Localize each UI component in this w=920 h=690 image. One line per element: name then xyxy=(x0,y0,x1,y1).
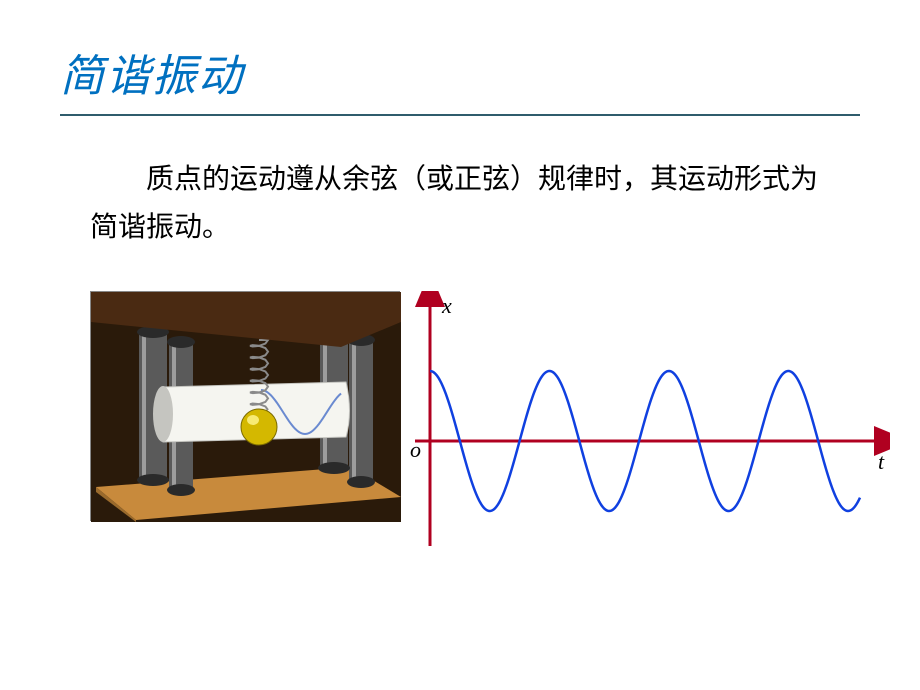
content-row: x t o xyxy=(60,291,860,551)
y-axis-label: x xyxy=(441,293,452,318)
x-axis-label: t xyxy=(878,449,885,474)
body-paragraph: 质点的运动遵从余弦（或正弦）规律时，其运动形式为简谐振动。 xyxy=(90,156,830,251)
chart-svg: x t o xyxy=(410,291,890,551)
physics-illustration xyxy=(90,291,400,521)
sine-chart: x t o xyxy=(410,291,890,551)
origin-label: o xyxy=(410,437,421,462)
slide-title: 简谐振动 xyxy=(60,40,860,104)
title-underline xyxy=(60,114,860,116)
illustration-svg xyxy=(91,292,401,522)
slide: 简谐振动 质点的运动遵从余弦（或正弦）规律时，其运动形式为简谐振动。 xyxy=(0,0,920,690)
